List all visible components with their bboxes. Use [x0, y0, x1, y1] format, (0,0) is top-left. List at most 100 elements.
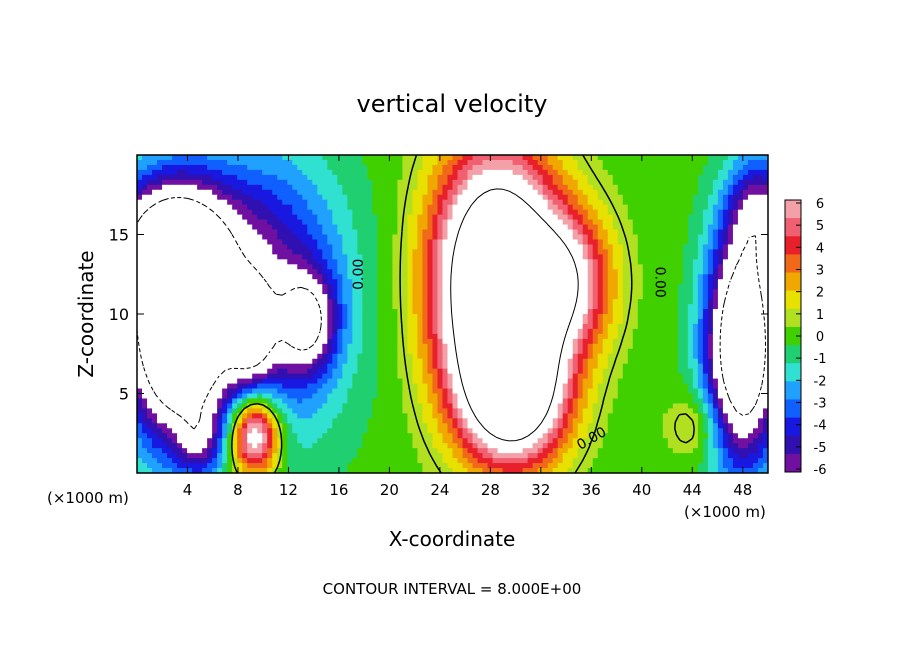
heatmap-cell — [377, 333, 383, 340]
heatmap-cell — [607, 259, 614, 265]
heatmap-cell — [222, 343, 228, 350]
heatmap-cell — [662, 269, 669, 275]
heatmap-cell — [652, 318, 659, 325]
heatmap-cell — [632, 224, 639, 231]
heatmap-cell — [642, 244, 649, 251]
heatmap-cell — [272, 174, 278, 181]
heatmap-cell — [337, 289, 343, 295]
heatmap-cell — [672, 249, 679, 255]
heatmap-cell — [522, 249, 529, 255]
heatmap-cell — [187, 199, 193, 206]
heatmap-cell — [362, 214, 368, 221]
heatmap-cell — [332, 343, 338, 350]
heatmap-cell — [447, 169, 454, 176]
heatmap-cell — [597, 189, 604, 196]
heatmap-cell — [752, 299, 759, 305]
heatmap-cell — [417, 299, 424, 305]
heatmap-cell — [672, 169, 679, 176]
heatmap-cell — [412, 199, 419, 206]
heatmap-cell — [262, 318, 268, 325]
heatmap-cell — [722, 338, 729, 345]
heatmap-cell — [462, 269, 469, 275]
heatmap-cell — [747, 333, 754, 340]
heatmap-cell — [362, 155, 368, 161]
heatmap-cell — [197, 259, 203, 265]
heatmap-cell — [712, 299, 719, 305]
heatmap-cell — [342, 159, 348, 166]
heatmap-cell — [587, 309, 594, 315]
heatmap-cell — [467, 189, 474, 196]
heatmap-cell — [427, 169, 434, 176]
heatmap-cell — [262, 214, 268, 221]
heatmap-cell — [382, 244, 388, 251]
heatmap-cell — [632, 199, 639, 206]
heatmap-cell — [302, 274, 308, 280]
heatmap-cell — [482, 214, 489, 221]
heatmap-cell — [622, 209, 629, 216]
heatmap-cell — [507, 169, 514, 176]
heatmap-cell — [337, 239, 343, 246]
heatmap-cell — [392, 333, 399, 340]
heatmap-cell — [412, 254, 419, 260]
heatmap-cell — [262, 333, 268, 340]
heatmap-cell — [477, 169, 484, 176]
heatmap-cell — [572, 323, 579, 330]
heatmap-cell — [477, 189, 484, 196]
heatmap-cell — [427, 199, 434, 206]
heatmap-cell — [307, 343, 313, 350]
heatmap-cell — [212, 155, 218, 161]
heatmap-cell — [702, 304, 709, 310]
heatmap-cell — [587, 274, 594, 280]
heatmap-cell — [597, 155, 604, 161]
heatmap-cell — [427, 249, 434, 255]
heatmap-cell — [257, 264, 263, 270]
heatmap-cell — [477, 184, 484, 191]
heatmap-cell — [187, 184, 193, 191]
heatmap-cell — [692, 338, 699, 345]
heatmap-cell — [612, 159, 619, 166]
heatmap-cell — [182, 174, 188, 181]
heatmap-cell — [707, 289, 714, 295]
heatmap-cell — [737, 289, 744, 295]
heatmap-cell — [477, 279, 484, 285]
heatmap-cell — [152, 189, 158, 196]
heatmap-cell — [702, 279, 709, 285]
heatmap-cell — [192, 174, 198, 181]
heatmap-cell — [152, 328, 158, 335]
heatmap-cell — [652, 214, 659, 221]
heatmap-cell — [232, 224, 238, 231]
heatmap-cell — [417, 269, 424, 275]
heatmap-cell — [577, 333, 584, 340]
heatmap-cell — [517, 264, 524, 270]
heatmap-cell — [747, 328, 754, 335]
heatmap-cell — [532, 309, 539, 315]
heatmap-cell — [577, 294, 584, 300]
heatmap-cell — [387, 184, 394, 191]
heatmap-cell — [687, 234, 694, 241]
heatmap-cell — [567, 189, 574, 196]
heatmap-cell — [607, 169, 614, 176]
heatmap-cell — [287, 174, 293, 181]
heatmap-cell — [727, 194, 734, 201]
heatmap-cell — [397, 174, 404, 181]
heatmap-cell — [682, 164, 689, 171]
heatmap-cell — [652, 314, 659, 320]
heatmap-cell — [492, 328, 499, 335]
heatmap-cell — [217, 304, 223, 310]
heatmap-cell — [382, 204, 388, 211]
heatmap-cell — [567, 179, 574, 186]
heatmap-cell — [322, 239, 328, 246]
heatmap-cell — [387, 214, 394, 221]
heatmap-cell — [647, 249, 654, 255]
heatmap-cell — [742, 259, 749, 265]
heatmap-cell — [322, 284, 328, 290]
heatmap-cell — [692, 274, 699, 280]
heatmap-cell — [362, 294, 368, 300]
heatmap-cell — [502, 254, 509, 260]
heatmap-cell — [722, 184, 729, 191]
heatmap-cell — [662, 229, 669, 236]
heatmap-cell — [477, 204, 484, 211]
heatmap-cell — [362, 219, 368, 226]
heatmap-cell — [697, 343, 704, 350]
heatmap-cell — [652, 333, 659, 340]
